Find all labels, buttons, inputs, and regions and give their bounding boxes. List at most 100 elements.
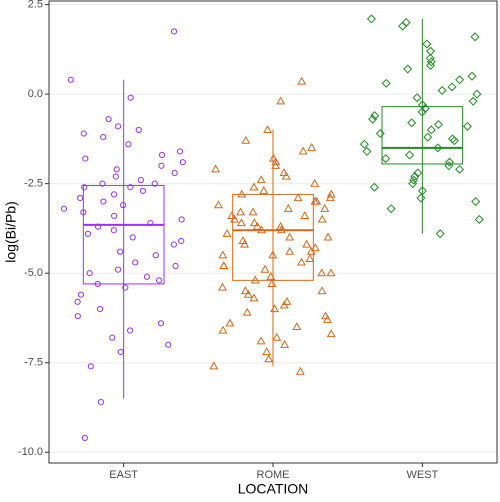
point <box>227 211 237 219</box>
point <box>310 178 320 187</box>
point <box>409 175 419 185</box>
point <box>271 160 281 169</box>
point <box>305 254 315 262</box>
y-axis-title: log(Bi/Pb) <box>3 201 19 262</box>
panel-border <box>48 0 498 464</box>
point <box>225 318 235 327</box>
point <box>426 57 436 67</box>
point <box>74 313 81 320</box>
point <box>127 327 134 334</box>
point <box>403 64 413 74</box>
point <box>267 279 277 288</box>
point <box>437 86 447 96</box>
y-tick-label: -5.0 <box>24 267 43 279</box>
point <box>381 154 391 164</box>
y-tick-label: -7.5 <box>24 357 43 369</box>
point <box>100 133 107 141</box>
point <box>445 157 455 167</box>
point <box>178 216 185 223</box>
point <box>111 212 118 219</box>
point <box>467 71 477 81</box>
point <box>211 164 221 173</box>
point <box>256 175 266 184</box>
point <box>236 218 246 227</box>
point <box>280 339 290 348</box>
point <box>386 204 396 214</box>
point <box>285 246 295 255</box>
point <box>444 161 454 171</box>
point <box>447 82 457 92</box>
point <box>158 151 166 159</box>
point <box>151 180 158 187</box>
point <box>112 173 119 180</box>
point <box>165 341 172 348</box>
point <box>320 203 330 212</box>
point <box>170 28 178 35</box>
point <box>170 241 178 248</box>
point <box>158 162 165 169</box>
point <box>249 182 259 191</box>
box <box>381 106 464 165</box>
point <box>74 298 81 305</box>
point <box>80 130 87 137</box>
point <box>218 325 228 334</box>
point <box>115 123 122 130</box>
x-tick-label: WEST <box>406 469 438 481</box>
y-tick-label: 0.0 <box>28 88 43 100</box>
point <box>132 259 139 266</box>
point <box>152 252 159 259</box>
point <box>143 273 151 280</box>
point <box>171 169 178 177</box>
point <box>260 264 270 273</box>
point <box>122 284 129 291</box>
point <box>423 132 433 142</box>
point <box>178 237 185 245</box>
point <box>77 194 84 202</box>
point <box>366 14 376 24</box>
point <box>218 250 228 259</box>
point <box>447 134 457 144</box>
point <box>285 232 295 241</box>
point <box>139 187 146 194</box>
point <box>362 146 372 156</box>
point <box>157 320 165 327</box>
point <box>82 155 89 162</box>
point <box>60 205 68 212</box>
y-tick-label: -2.5 <box>24 178 43 190</box>
point <box>472 89 482 99</box>
point <box>222 228 232 237</box>
point <box>81 184 88 191</box>
point <box>323 232 333 241</box>
point <box>240 239 250 248</box>
point <box>474 214 484 224</box>
point <box>250 275 260 284</box>
point <box>81 434 88 442</box>
point <box>381 78 391 88</box>
point <box>172 262 179 270</box>
point <box>105 116 112 123</box>
point <box>300 211 310 219</box>
point <box>322 314 332 323</box>
point <box>84 230 91 237</box>
point <box>117 248 124 255</box>
point <box>375 129 385 139</box>
point <box>219 261 229 270</box>
point <box>248 207 258 216</box>
point <box>455 164 465 174</box>
point <box>408 179 418 189</box>
point <box>468 96 478 106</box>
point <box>433 143 443 153</box>
point <box>237 189 247 198</box>
point <box>129 234 136 241</box>
x-tick-label: EAST <box>109 469 138 481</box>
x-tick-label: ROME <box>257 469 290 481</box>
point <box>67 76 74 83</box>
box <box>232 193 314 281</box>
point <box>214 200 223 209</box>
point <box>264 354 274 363</box>
point <box>272 332 282 341</box>
point <box>307 143 317 151</box>
point <box>462 121 472 131</box>
point <box>110 227 117 234</box>
